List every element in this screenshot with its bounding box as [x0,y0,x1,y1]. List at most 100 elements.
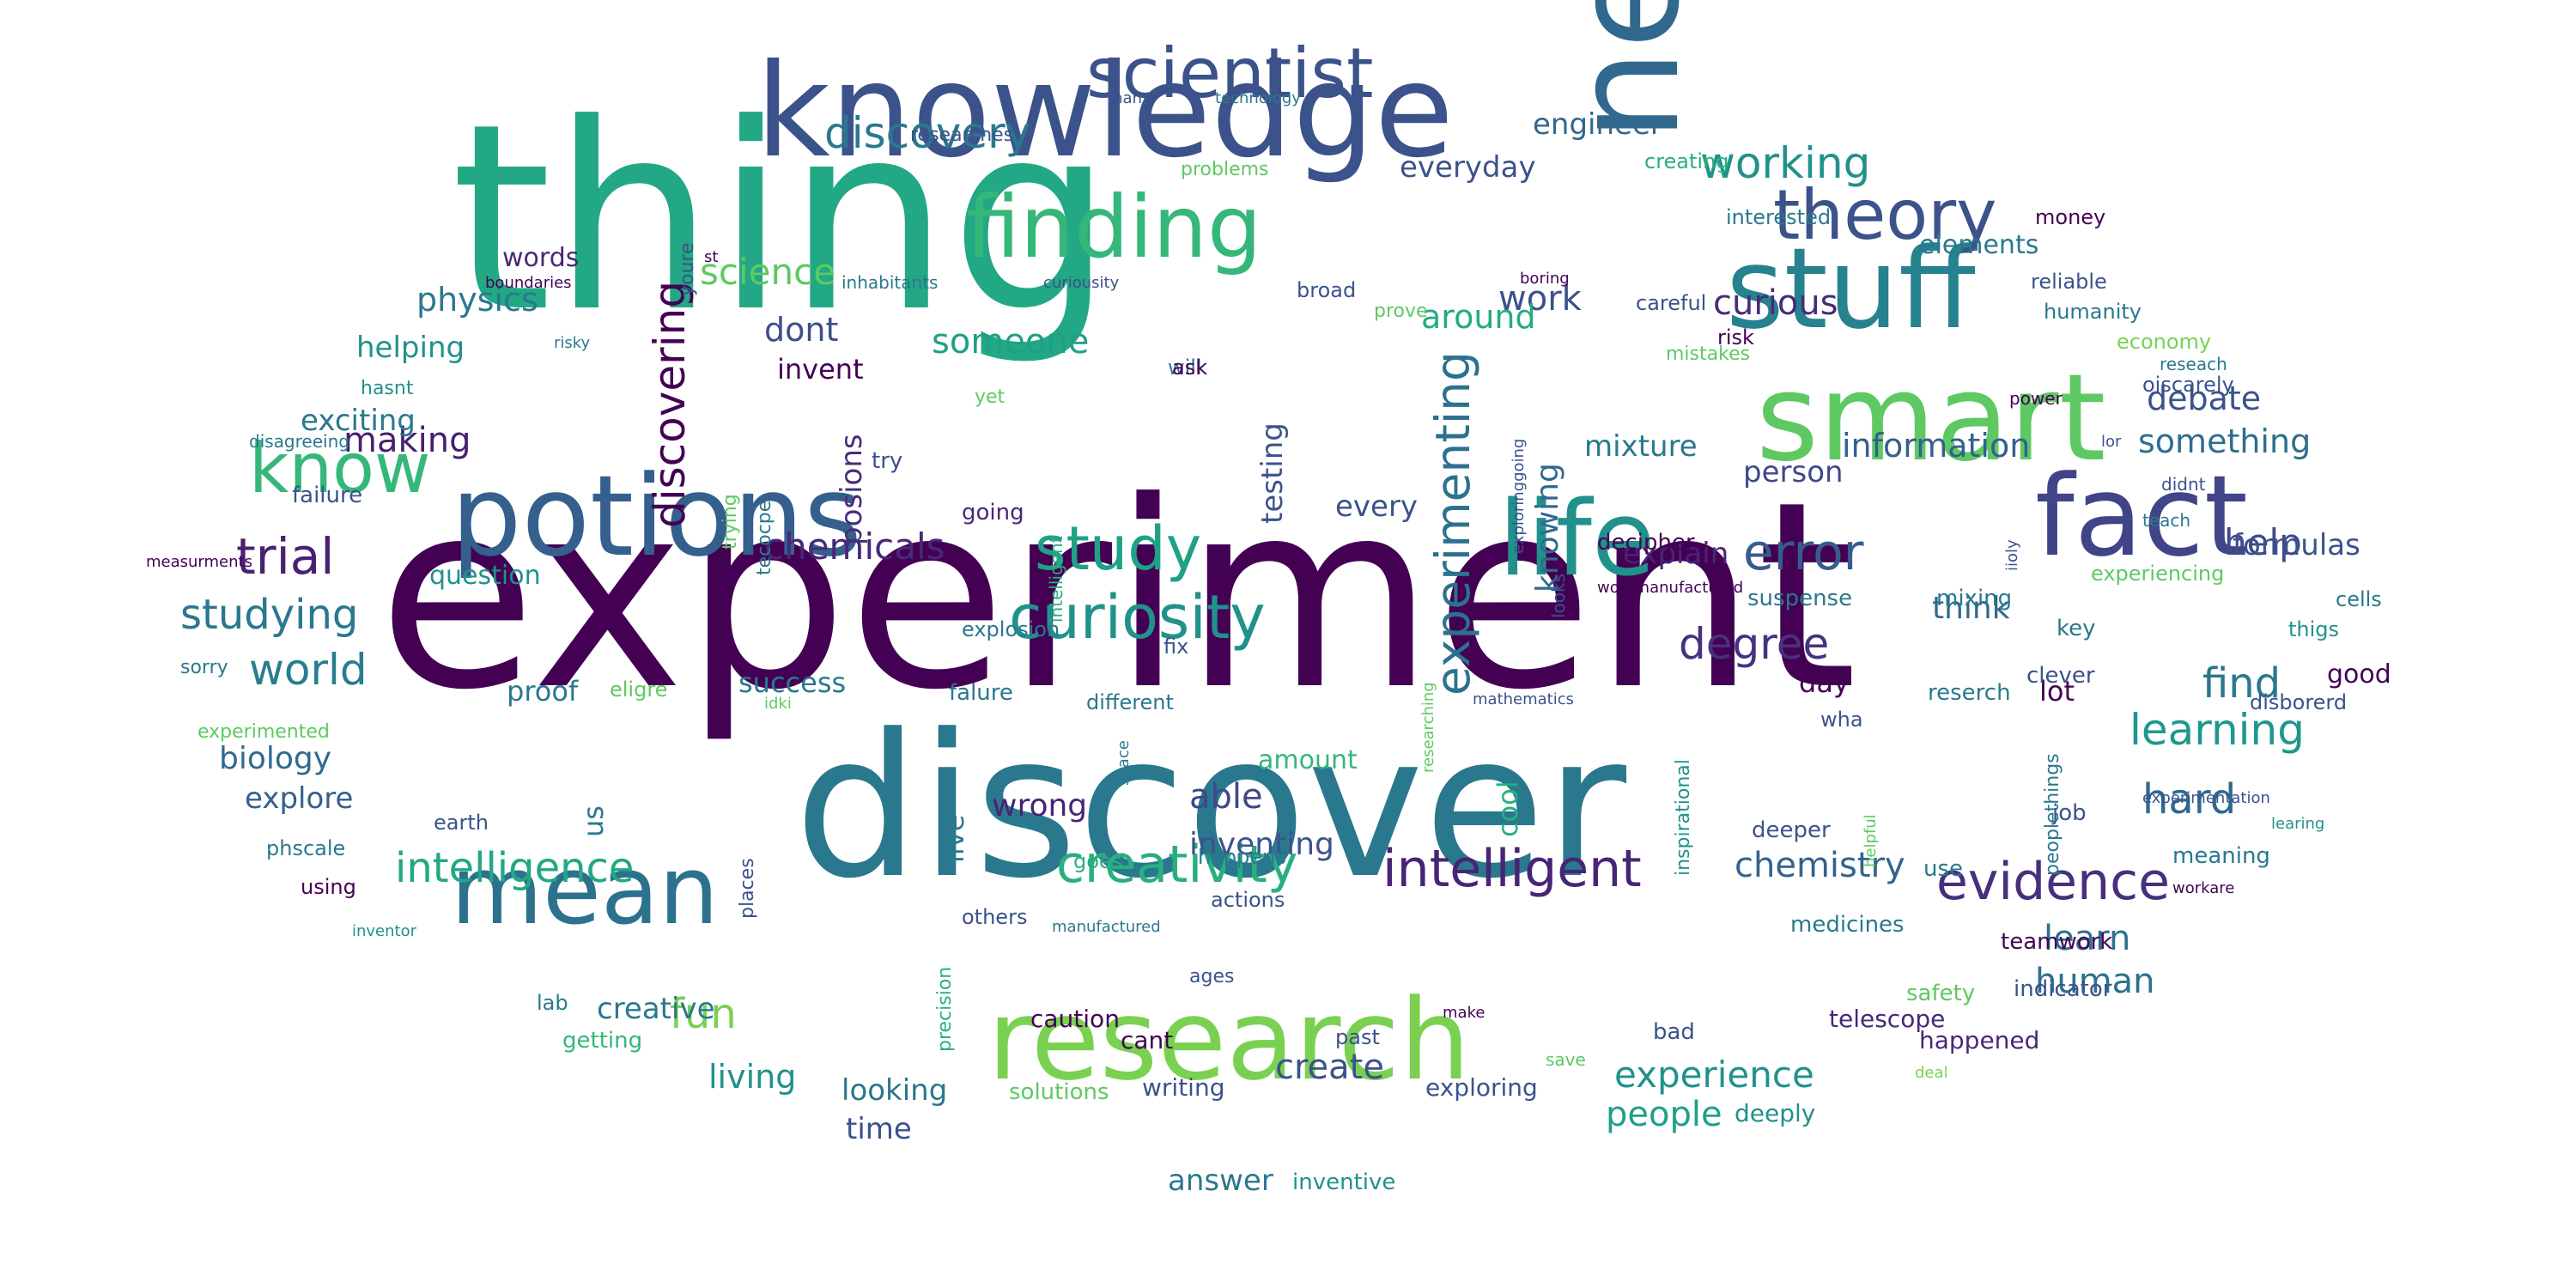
word-humanity: humanity [2044,299,2142,324]
word-medicines: medicines [1790,912,1905,939]
word-didnt: didnt [2161,474,2206,495]
word-happens: happens [1198,844,1286,869]
word-telescope: telescope [1829,1004,1946,1033]
word-reseach: reseach [2160,354,2227,374]
word-writing: writing [1142,1072,1225,1102]
word-lor: lor [2101,432,2122,451]
word-discovery: discovery [824,108,1031,158]
word-mixture: mixture [1584,428,1698,464]
word-getting: getting [562,1028,643,1054]
word-evidence: evidence [1936,852,2171,912]
word-will: will [1168,355,1202,380]
word-meaning: meaning [2172,843,2270,870]
word-key: key [2057,616,2096,642]
word-caution: caution [1030,1004,1120,1033]
word-past: past [1335,1024,1380,1049]
word-save: save [1546,1049,1586,1070]
word-trial: trial [236,526,335,586]
word-going: going [962,500,1024,526]
word-research: research [987,975,1471,1105]
word-make: make [1443,1003,1485,1022]
word-testing: testing [1255,422,1290,524]
word-experience: experience [1614,1054,1814,1097]
word-workmanufactured: workmanufactured [1597,578,1744,597]
word-question: question [429,561,541,591]
word-explosion: explosion [962,617,1060,641]
word-something: something [2138,422,2312,460]
word-risky: risky [554,333,591,352]
word-space: space [1115,740,1133,786]
word-exciting: exciting [301,403,416,438]
word-success: success [738,666,847,700]
word-elements: elements [1919,230,2039,260]
word-actions: actions [1211,887,1285,912]
word-st: st [704,247,719,266]
word-work: work [1498,279,1582,319]
word-reserch: reserch [1928,680,2011,707]
word-error: error [1743,522,1864,581]
word-experimentation: experimentation [2142,788,2270,807]
word-happened: happened [1919,1025,2040,1054]
word-exploring: exploring [1425,1072,1538,1102]
word-every: every [1335,489,1419,524]
word-money: money [2035,204,2106,229]
word-explain: explain [1623,536,1729,571]
word-cells: cells [2336,586,2382,611]
word-failure: failure [292,483,363,509]
word-intelligence: intelligence [395,843,635,892]
word-experimented: experimented [197,721,330,744]
word-trying: trying [720,494,741,550]
word-explore: explore [245,781,354,816]
word-interested: interested [1726,204,1832,229]
word-disborerd: disborerd [2250,690,2348,714]
word-decipher: decipher [1597,530,1695,556]
word-boundaries: boundaries [485,273,572,292]
word-inventive: inventive [1292,1170,1396,1196]
word-careful: careful [1636,290,1707,315]
word-teamwork: teamwork [2001,929,2113,956]
word-many: many [1108,88,1151,107]
word-workare: workare [2172,878,2235,897]
word-intelligent: intelligent [1046,536,1066,623]
word-lab: lab [537,990,568,1015]
word-stuff: stuff [1726,223,1976,354]
word-person: person [1743,454,1844,489]
word-deal: deal [1915,1063,1948,1082]
word-use: use [1923,856,1964,883]
word-creating: creating [1644,149,1729,173]
word-iioly: iioly [2003,539,2021,571]
word-engineer: engineer [1533,106,1662,142]
word-looks: looks [1548,573,1569,618]
word-experiencing: experiencing [2091,561,2225,586]
word-create: create [1275,1048,1384,1087]
word-wha: wha [1820,707,1863,732]
word-mean: mean [451,835,719,945]
word-thigs: thigs [2288,617,2340,641]
word-amount: amount [1258,745,1358,775]
word-precision: precision [934,966,956,1052]
word-everyday: everyday [1400,149,1536,185]
word-day: day [1799,666,1850,700]
word-making: making [343,421,471,460]
word-tecocpe: tecocpe [754,500,775,575]
word-human: human [2035,962,2155,1001]
word-lot: lot [2039,675,2075,708]
word-mathematics: mathematics [1473,690,1575,708]
word-eligre: eligre [610,677,668,702]
word-phscale: phscale [266,835,346,860]
word-people: people [1606,1095,1722,1134]
word-risk: risk [1717,325,1754,349]
word-find: find [2202,659,2281,708]
word-deeply: deeply [1735,1098,1816,1127]
word-boring: boring [1520,269,1570,288]
word-chemistry: chemistry [1735,846,1905,885]
word-science: science [700,251,836,294]
word-someone: someone [932,322,1090,361]
word-debate: debate [2147,379,2262,417]
word-us: us [577,805,610,837]
word-degree: degree [1679,619,1830,669]
word-discover: discover [794,693,1627,922]
word-clever: clever [2026,663,2095,690]
word-intelligent: intelligent [1382,839,1642,899]
